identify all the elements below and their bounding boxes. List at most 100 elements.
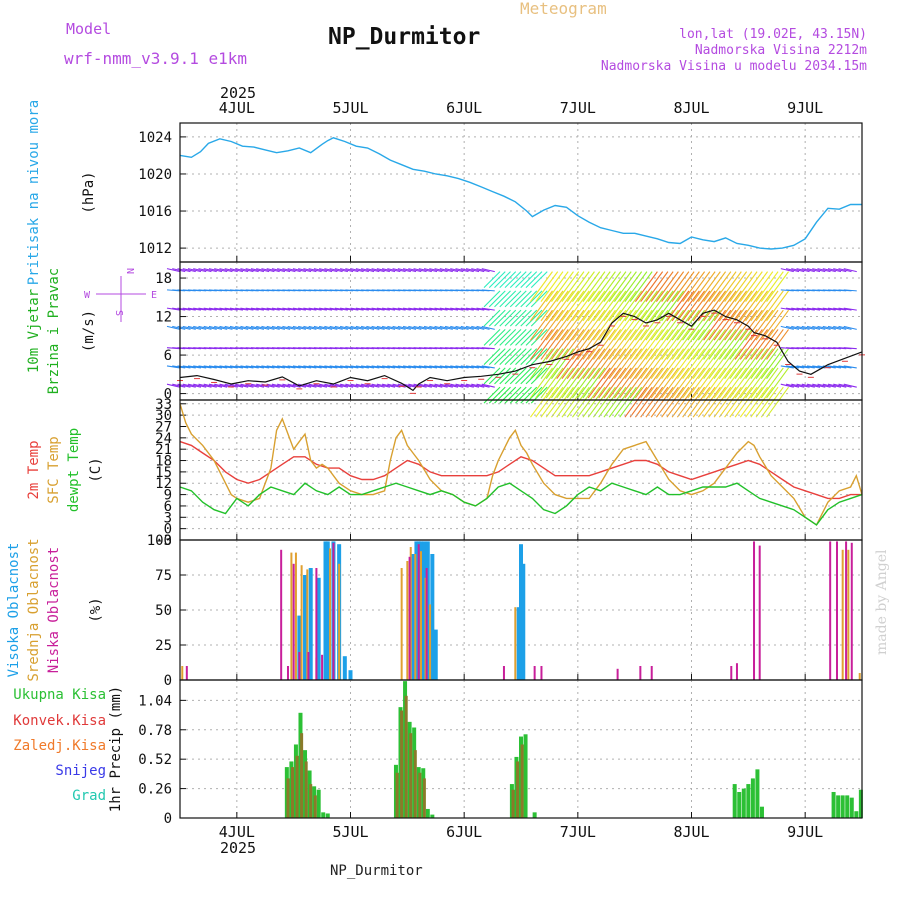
wind-barb <box>598 367 622 399</box>
wind-barb <box>833 365 847 369</box>
wind-barb <box>520 367 538 385</box>
wind-barb <box>806 365 821 369</box>
wind-barb <box>198 325 212 330</box>
y-axis-label: Visoka Oblacnost <box>6 543 22 678</box>
wind-barb <box>203 268 217 273</box>
wind-barb <box>350 365 364 369</box>
wind-barb <box>619 367 643 399</box>
bar-visoka-oblacnost <box>316 577 321 680</box>
wind-barb <box>476 307 490 311</box>
wind-barb <box>556 386 580 418</box>
wind-barb <box>366 325 380 330</box>
bar-ukupna-kisa <box>840 795 845 818</box>
wind-barb <box>271 307 286 311</box>
wind-barb <box>760 386 784 418</box>
bar-niska-oblacnost <box>321 654 324 680</box>
wind-barb <box>193 307 207 311</box>
bar-konvek-kisa <box>413 750 417 818</box>
wind-barb <box>355 307 369 311</box>
wind-barb <box>556 329 580 360</box>
wind-barb <box>624 348 648 379</box>
wind-barb <box>729 329 753 360</box>
wind-barb <box>750 367 774 399</box>
wind-barb <box>545 271 569 302</box>
wind-barb <box>450 268 464 273</box>
wind-barb <box>187 365 202 369</box>
y-tick-label: 1.04 <box>138 693 172 709</box>
wind-barb <box>256 268 270 273</box>
wind-barb <box>465 383 480 388</box>
wind-barb <box>760 367 784 399</box>
wind-barb <box>499 329 517 346</box>
wind-barb <box>592 348 616 379</box>
wind-barb <box>540 271 564 302</box>
x-tick-label-top: 7JUL <box>560 99 596 117</box>
wind-barb <box>366 307 380 311</box>
wind-barb <box>277 383 291 388</box>
wind-barb <box>838 365 852 369</box>
wind-barb <box>629 329 653 360</box>
wind-barb <box>187 383 202 388</box>
wind-barb <box>760 348 784 379</box>
wind-barb <box>203 307 217 311</box>
wind-barb <box>208 268 223 273</box>
wind-barb <box>666 386 690 418</box>
wind-barb <box>634 386 658 418</box>
wind-barb <box>455 325 469 330</box>
wind-barb <box>193 383 207 388</box>
wind-barb <box>250 325 265 330</box>
wind-barb <box>634 348 658 379</box>
wind-barb <box>624 386 648 418</box>
bar-ukupna-kisa <box>325 813 330 818</box>
y-axis-label: (hPa) <box>81 171 97 213</box>
wind-barb <box>476 365 490 369</box>
wind-barb <box>324 325 338 330</box>
wind-barb <box>535 271 559 302</box>
wind-barb <box>525 271 543 289</box>
wind-barb <box>780 383 794 388</box>
bar-srednja-oblacnost <box>424 577 427 680</box>
y-tick-label: 30 <box>155 408 172 424</box>
panel-pressure: 1012 1016 1020 1024 Pritisak na nivou mora (h… <box>26 100 863 285</box>
wind-barb <box>418 383 432 388</box>
y-tick-label: 0 <box>164 522 172 538</box>
wind-barb <box>806 307 821 311</box>
y-tick-label: 0.26 <box>138 782 172 798</box>
wind-barb <box>350 268 364 273</box>
wind-barb <box>240 268 254 273</box>
wind-barb <box>319 307 333 311</box>
wind-barb <box>387 383 401 388</box>
bar-ukupna-kisa <box>831 791 836 818</box>
bar-ukupna-kisa <box>523 734 528 818</box>
wind-barb <box>572 367 595 399</box>
wind-barb <box>266 383 280 388</box>
y-axis-label: dewpt Temp <box>66 428 82 512</box>
wind-barb <box>801 365 815 369</box>
bar-niska-oblacnost <box>298 652 301 680</box>
wind-barb <box>208 307 223 311</box>
bar-niska-oblacnost <box>835 541 838 680</box>
wind-barb <box>755 329 779 360</box>
wind-barb <box>515 290 532 308</box>
wind-barb <box>397 268 411 273</box>
wind-barb <box>577 309 601 341</box>
wind-barb <box>577 386 601 418</box>
wind-barb <box>598 348 622 379</box>
year-top: 2025 <box>220 84 256 102</box>
wind-barb <box>439 365 453 369</box>
wind-barb <box>198 383 212 388</box>
wind-barb <box>515 271 532 289</box>
wind-barb <box>366 268 380 273</box>
wind-barb <box>587 309 611 341</box>
wind-barb <box>545 290 569 322</box>
wind-barb <box>277 365 291 369</box>
wind-barb <box>303 268 317 273</box>
wind-barb <box>324 307 338 311</box>
wind-barb <box>671 271 695 302</box>
wind-barb <box>582 271 606 302</box>
wind-barb <box>577 367 601 399</box>
wind-barb <box>556 309 580 341</box>
y-tick-label: 9 <box>164 488 172 504</box>
